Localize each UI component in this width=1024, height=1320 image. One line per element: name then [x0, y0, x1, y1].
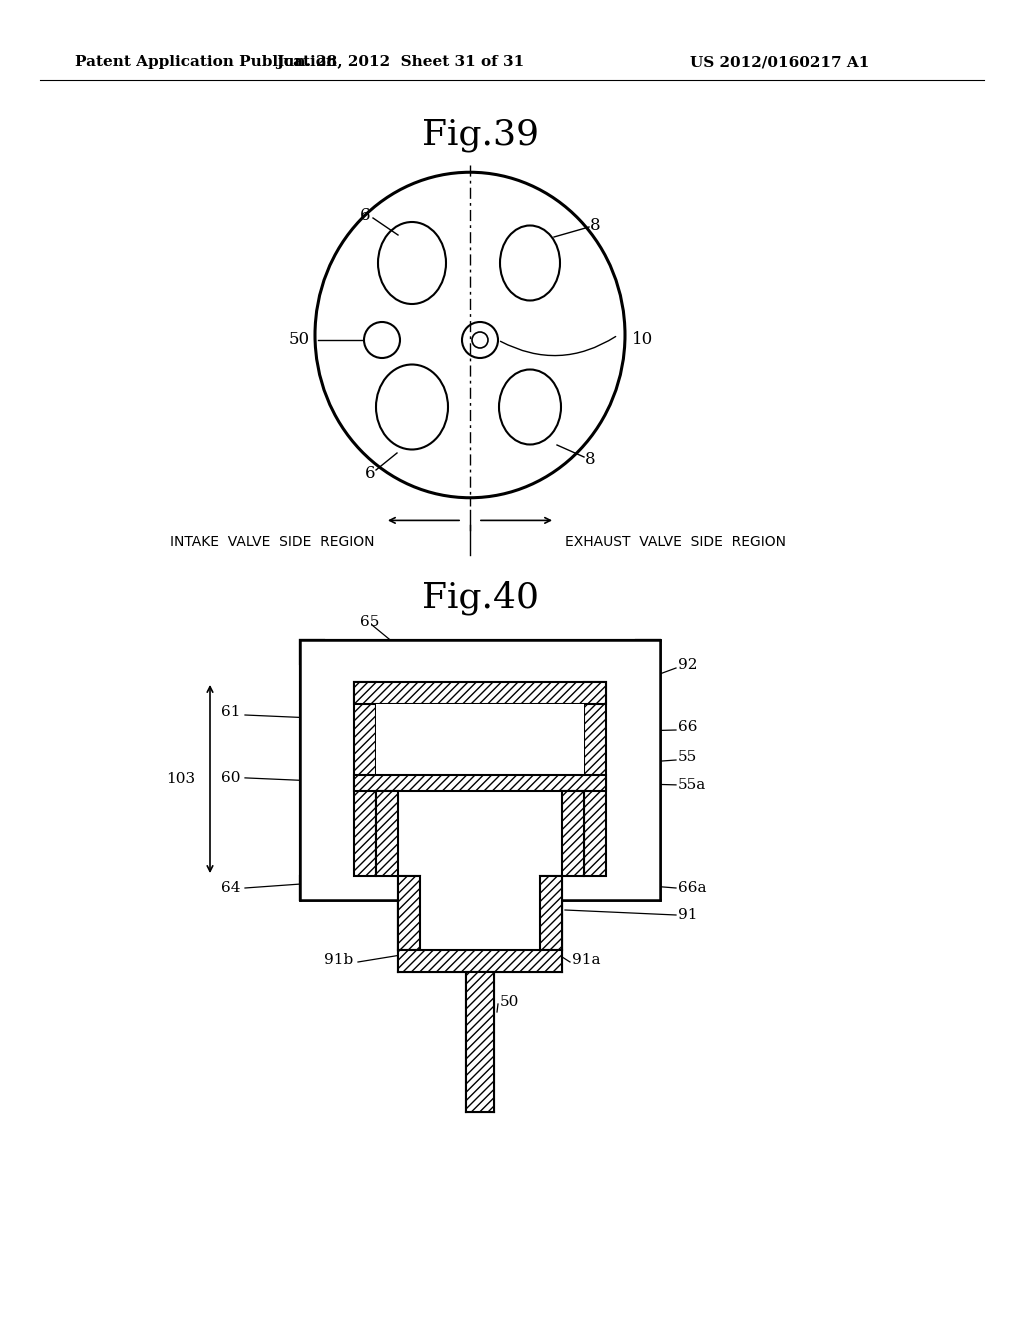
Bar [636, 640, 660, 900]
Bar [466, 972, 494, 1111]
Bar [398, 950, 562, 972]
Bar [540, 876, 562, 950]
Text: 6: 6 [359, 206, 371, 223]
Text: Fig.39: Fig.39 [422, 117, 539, 152]
Text: 91b: 91b [324, 953, 353, 968]
Bar [300, 640, 660, 900]
Text: Patent Application Publication: Patent Application Publication [75, 55, 337, 69]
Text: 65: 65 [360, 615, 379, 630]
Text: 60: 60 [220, 771, 240, 785]
Bar [300, 876, 396, 900]
Bar [300, 876, 396, 900]
Bar [376, 704, 584, 775]
Text: 66: 66 [678, 719, 697, 734]
Text: 61: 61 [220, 705, 240, 719]
Text: EXHAUST  VALVE  SIDE  REGION: EXHAUST VALVE SIDE REGION [565, 536, 786, 549]
Bar [324, 664, 636, 900]
Text: 8: 8 [590, 216, 600, 234]
Text: 6: 6 [365, 465, 375, 482]
Bar [398, 876, 420, 950]
Bar [398, 876, 420, 950]
Text: 103: 103 [166, 772, 195, 785]
Text: Jun. 28, 2012  Sheet 31 of 31: Jun. 28, 2012 Sheet 31 of 31 [275, 55, 524, 69]
Bar [540, 876, 562, 950]
Text: 91: 91 [678, 908, 697, 921]
Text: 66a: 66a [678, 880, 707, 895]
Text: 55a: 55a [678, 777, 707, 792]
Text: Fig.40: Fig.40 [422, 581, 539, 615]
Bar [300, 640, 324, 900]
Text: US 2012/0160217 A1: US 2012/0160217 A1 [690, 55, 869, 69]
Text: 92: 92 [678, 657, 697, 672]
Bar [564, 876, 660, 900]
Bar [376, 791, 398, 876]
Bar [300, 640, 660, 664]
Text: 64: 64 [220, 880, 240, 895]
Bar [636, 640, 660, 900]
Text: 8: 8 [585, 451, 595, 469]
Bar [398, 791, 562, 876]
Bar [300, 640, 324, 900]
Bar [354, 682, 606, 704]
Bar [354, 682, 376, 876]
Bar [564, 876, 660, 900]
Text: INTAKE  VALVE  SIDE  REGION: INTAKE VALVE SIDE REGION [171, 536, 375, 549]
Bar [584, 682, 606, 876]
Bar [420, 876, 540, 950]
Bar [562, 791, 584, 876]
Bar [300, 640, 660, 664]
Text: 50: 50 [289, 331, 310, 348]
Text: 10: 10 [632, 331, 653, 348]
Text: 91a: 91a [572, 953, 600, 968]
Text: 50: 50 [500, 995, 519, 1008]
Text: 55: 55 [678, 750, 697, 764]
Bar [354, 775, 606, 791]
